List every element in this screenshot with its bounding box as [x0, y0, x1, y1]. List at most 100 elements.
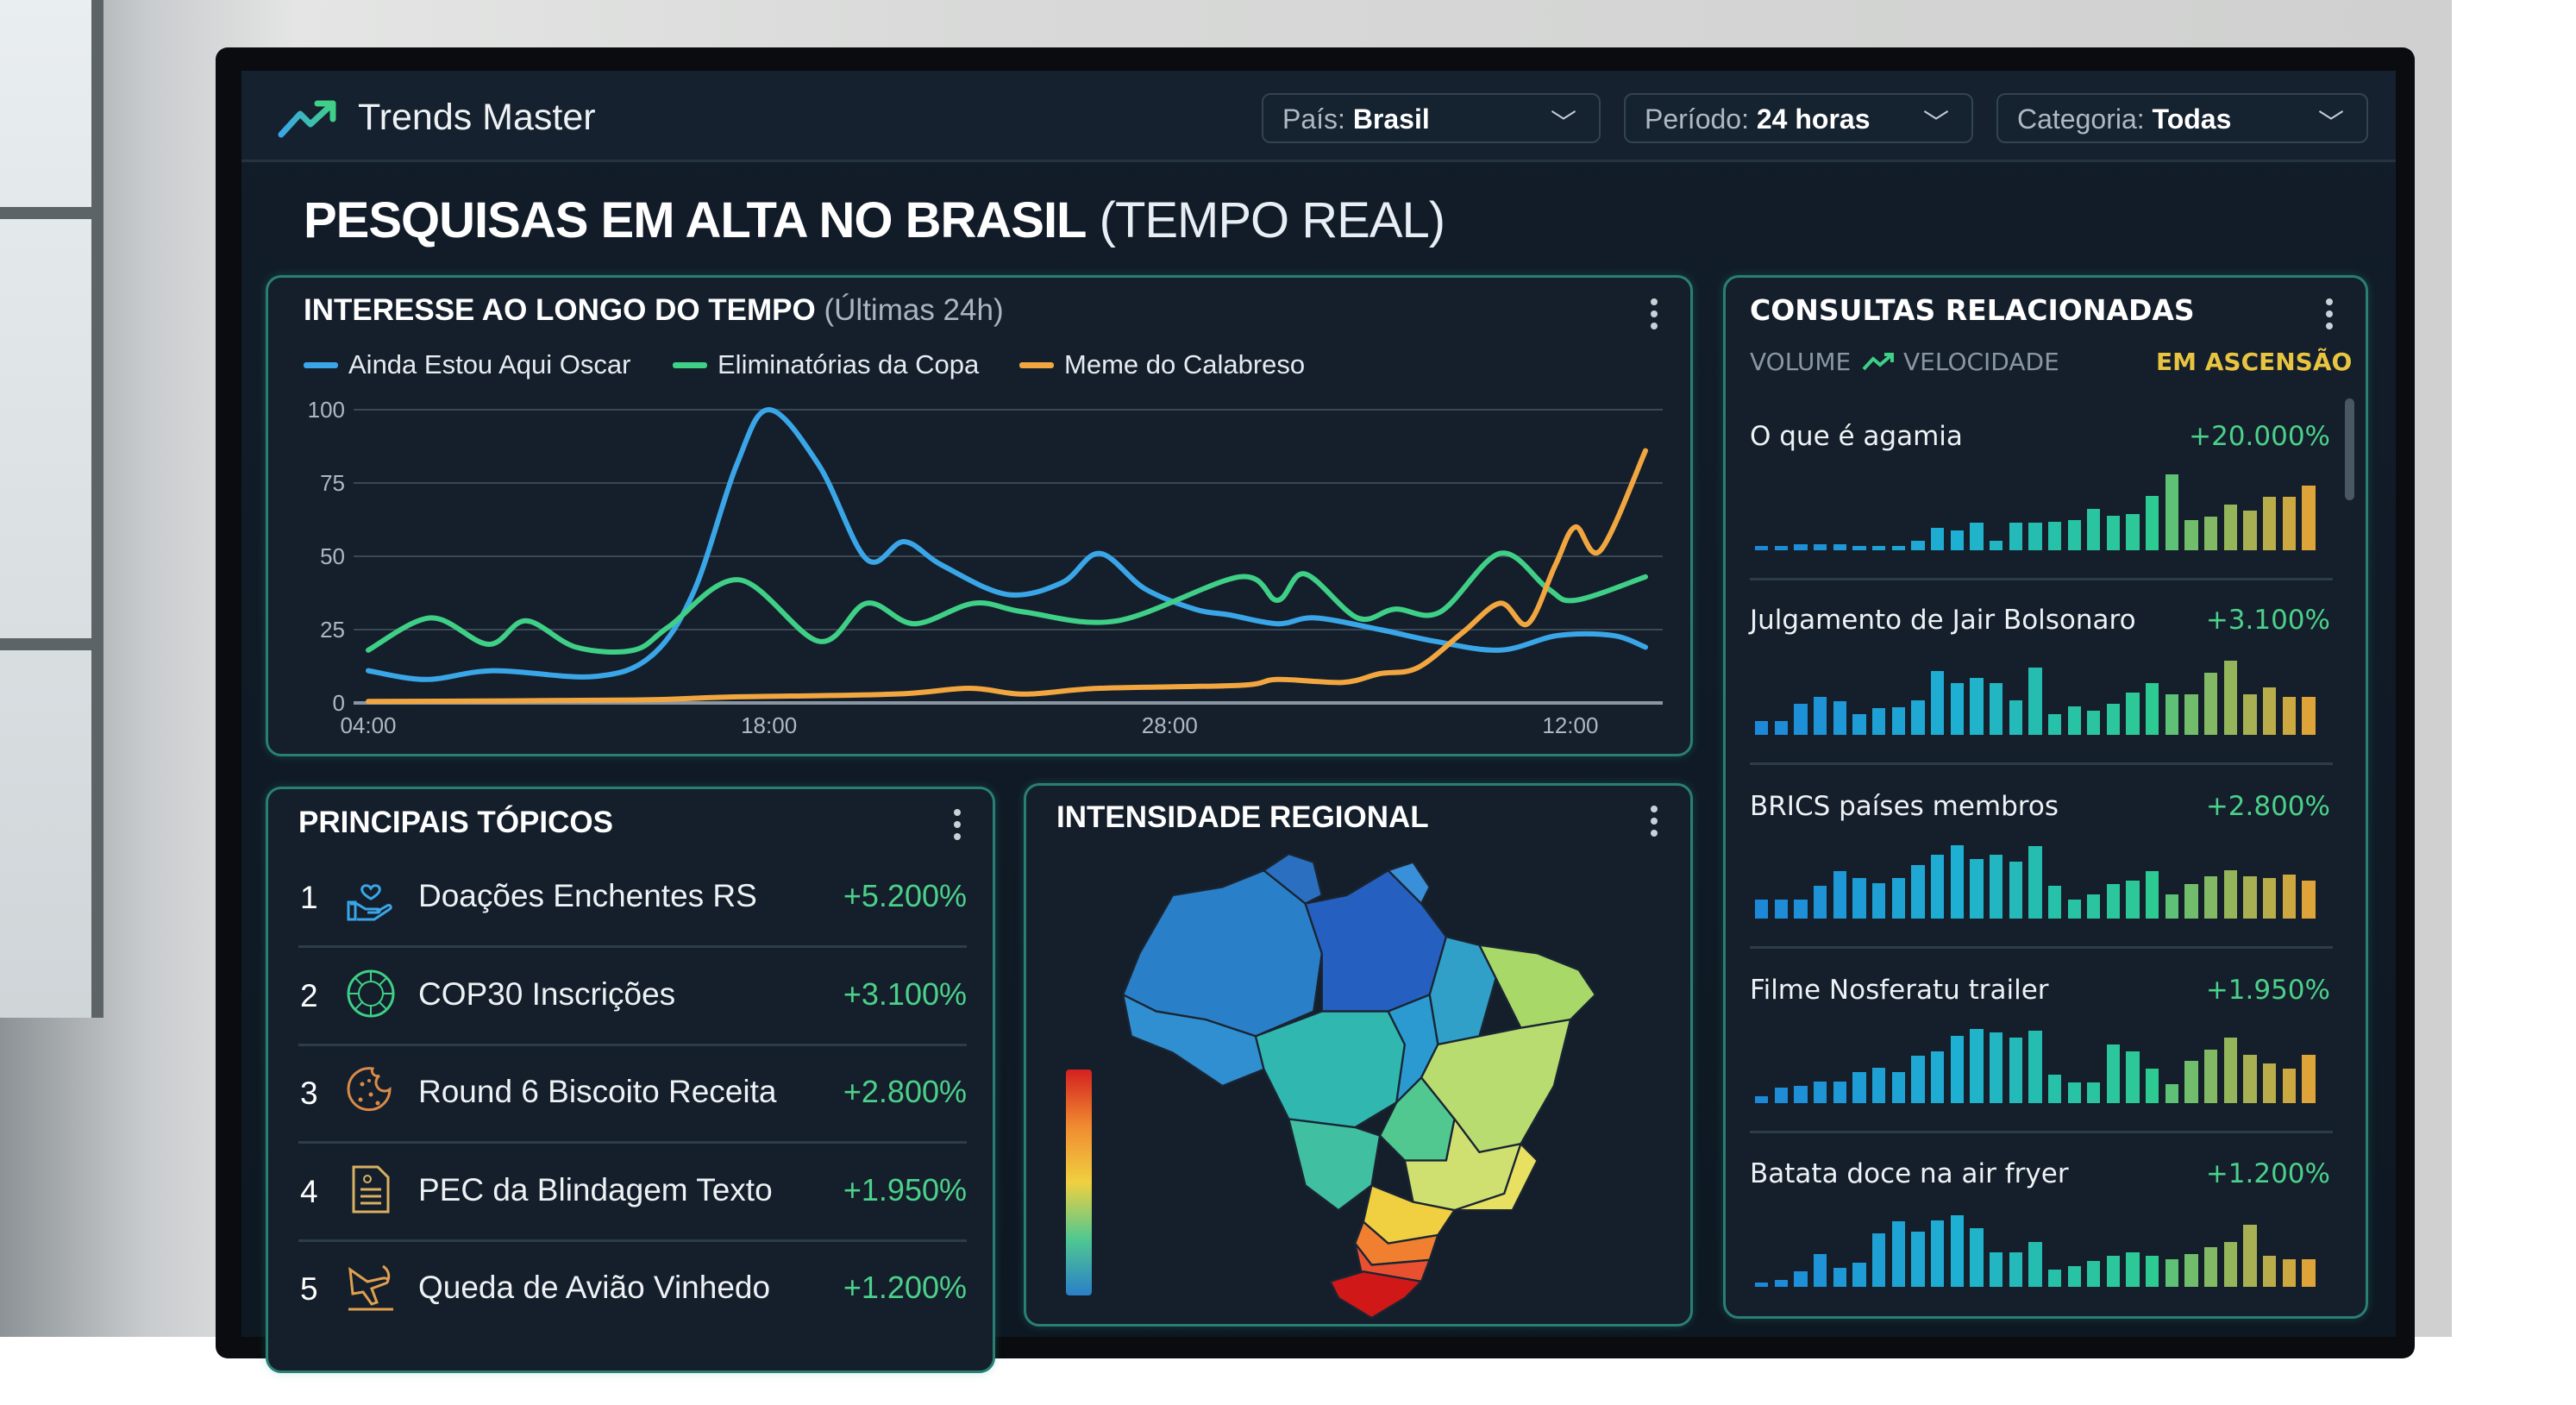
topic-rank: 4	[300, 1174, 318, 1209]
country-dropdown[interactable]: País: Brasil ﹀	[1262, 93, 1601, 143]
interest-panel	[266, 275, 1693, 756]
scrollbar[interactable]	[2345, 398, 2354, 500]
topic-change: +2.800%	[843, 1074, 967, 1109]
series-line-1	[366, 407, 1648, 682]
x-tick-label: 04:00	[340, 712, 396, 738]
legend-label: Eliminatórias da Copa	[718, 349, 980, 379]
topic-name: Round 6 Biscoito Receita	[418, 1074, 777, 1109]
category-dropdown[interactable]: Categoria: Todas ﹀	[1996, 93, 2368, 143]
tab-rising[interactable]: EM ASCENSÃO	[2156, 348, 2353, 376]
tab-velocity[interactable]: VELOCIDADE	[1903, 348, 2059, 376]
query-name: BRICS países membros	[1750, 791, 2059, 822]
sparkline-bar	[2243, 511, 2257, 550]
legend-swatch	[1019, 361, 1054, 368]
sparkline-bar	[2106, 1255, 2121, 1287]
legend-item[interactable]: Eliminatórias da Copa	[673, 349, 979, 380]
sparkline-bar	[1891, 1221, 1905, 1287]
more-options-icon[interactable]	[1651, 806, 1659, 842]
query-change: +1.200%	[2205, 1158, 2330, 1189]
sparkline-bar	[1950, 683, 1964, 735]
page-title: PESQUISAS EM ALTA NO BRASIL (TEMPO REAL)	[304, 191, 1445, 249]
more-options-icon[interactable]	[954, 809, 962, 845]
sparkline-bar	[1814, 697, 1827, 735]
sparkline-bar	[1989, 1032, 2003, 1103]
legend-label: Meme do Calabreso	[1064, 349, 1306, 379]
map-region[interactable]	[1288, 1118, 1382, 1212]
map-region[interactable]	[1478, 944, 1597, 1029]
sparkline-bar	[1911, 700, 1925, 735]
chevron-down-icon: ﹀	[2318, 110, 2344, 138]
sparkline-bar	[2028, 667, 2042, 735]
sparkline-bar	[2302, 881, 2316, 919]
sparkline-bar	[2047, 521, 2062, 550]
sparkline-bar	[2243, 1224, 2257, 1287]
sparkline-bar	[1911, 864, 1925, 919]
sparkline-bar	[2204, 517, 2218, 550]
sparkline-bar	[1930, 1051, 1945, 1103]
legend-swatch	[304, 361, 338, 368]
y-tick-label: 75	[320, 470, 345, 496]
sparkline-bar	[2165, 1084, 2179, 1103]
query-change: +3.100%	[2205, 605, 2330, 636]
color-scale-legend	[1066, 1069, 1092, 1295]
sparkline-bar	[2282, 697, 2297, 735]
topics-panel	[266, 787, 995, 1373]
more-options-icon[interactable]	[2326, 298, 2335, 335]
sparkline-bar	[2106, 516, 2121, 550]
sparkline-bar	[2282, 875, 2297, 919]
legend-item[interactable]: Meme do Calabreso	[1019, 349, 1305, 380]
sparkline-bar	[2146, 871, 2159, 919]
tab-volume[interactable]: VOLUME	[1750, 348, 1852, 376]
topic-change: +5.200%	[843, 878, 967, 913]
sparkline-bar	[2204, 1247, 2218, 1287]
divider	[1750, 946, 2333, 949]
sparkline-bar	[2243, 875, 2257, 919]
sparkline-bar	[1833, 1268, 1846, 1287]
map-region[interactable]	[1254, 1010, 1407, 1129]
sparkline-bar	[1814, 886, 1827, 919]
topic-rank: 3	[300, 1076, 318, 1111]
app-title: Trends Master	[358, 97, 596, 138]
sparkline-bar	[2009, 1252, 2022, 1287]
sparkline-bar	[2223, 869, 2238, 919]
sparkline-bar	[1891, 878, 1905, 919]
sparkline-bar	[2009, 700, 2022, 735]
legend-item[interactable]: Ainda Estou Aqui Oscar	[304, 349, 630, 380]
more-options-icon[interactable]	[1651, 298, 1659, 335]
period-dropdown[interactable]: Período: 24 horas ﹀	[1624, 93, 1973, 143]
sparkline-bar	[1833, 871, 1846, 919]
sparkline-bar	[1930, 527, 1945, 550]
sparkline-bar	[2263, 878, 2277, 919]
sparkline-bar	[1755, 1096, 1769, 1103]
y-tick-label: 0	[333, 690, 345, 716]
document-icon	[352, 1165, 390, 1214]
query-name: Batata doce na air fryer	[1750, 1158, 2069, 1189]
sparkline-bar	[2263, 687, 2277, 735]
sparkline-bar	[1814, 1254, 1827, 1287]
sparkline-bar	[2047, 714, 2062, 735]
sparkline-bar	[2028, 846, 2042, 919]
topic-rank: 5	[300, 1271, 318, 1307]
sparkline-bar	[2263, 1063, 2277, 1103]
sparkline-bar	[1774, 1280, 1789, 1287]
brazil-map[interactable]	[1123, 854, 1597, 1320]
query-change: +20.000%	[2189, 421, 2330, 452]
heart-hand-icon	[347, 884, 392, 921]
panel-title: PRINCIPAIS TÓPICOS	[298, 806, 613, 839]
x-tick-label: 12:00	[1542, 712, 1598, 738]
dropdown-value: Brasil	[1352, 103, 1430, 135]
sparkline-bar	[1794, 1270, 1808, 1287]
sparkline-bar	[1930, 855, 1945, 919]
map-region[interactable]	[1123, 869, 1323, 1038]
map-region[interactable]	[1329, 1270, 1423, 1320]
panel-title: CONSULTAS RELACIONADAS	[1750, 293, 2195, 327]
series-line-2	[366, 550, 1648, 655]
map-region[interactable]	[1453, 1143, 1539, 1212]
sparkline-bar	[2087, 1261, 2101, 1287]
divider	[1750, 1131, 2333, 1133]
sparkline-bar	[1930, 1220, 1945, 1287]
sparkline-bar	[2282, 1259, 2297, 1287]
map-region[interactable]	[1387, 861, 1431, 905]
map-region[interactable]	[1263, 854, 1323, 905]
panel-title: INTENSIDADE REGIONAL	[1056, 800, 1429, 834]
